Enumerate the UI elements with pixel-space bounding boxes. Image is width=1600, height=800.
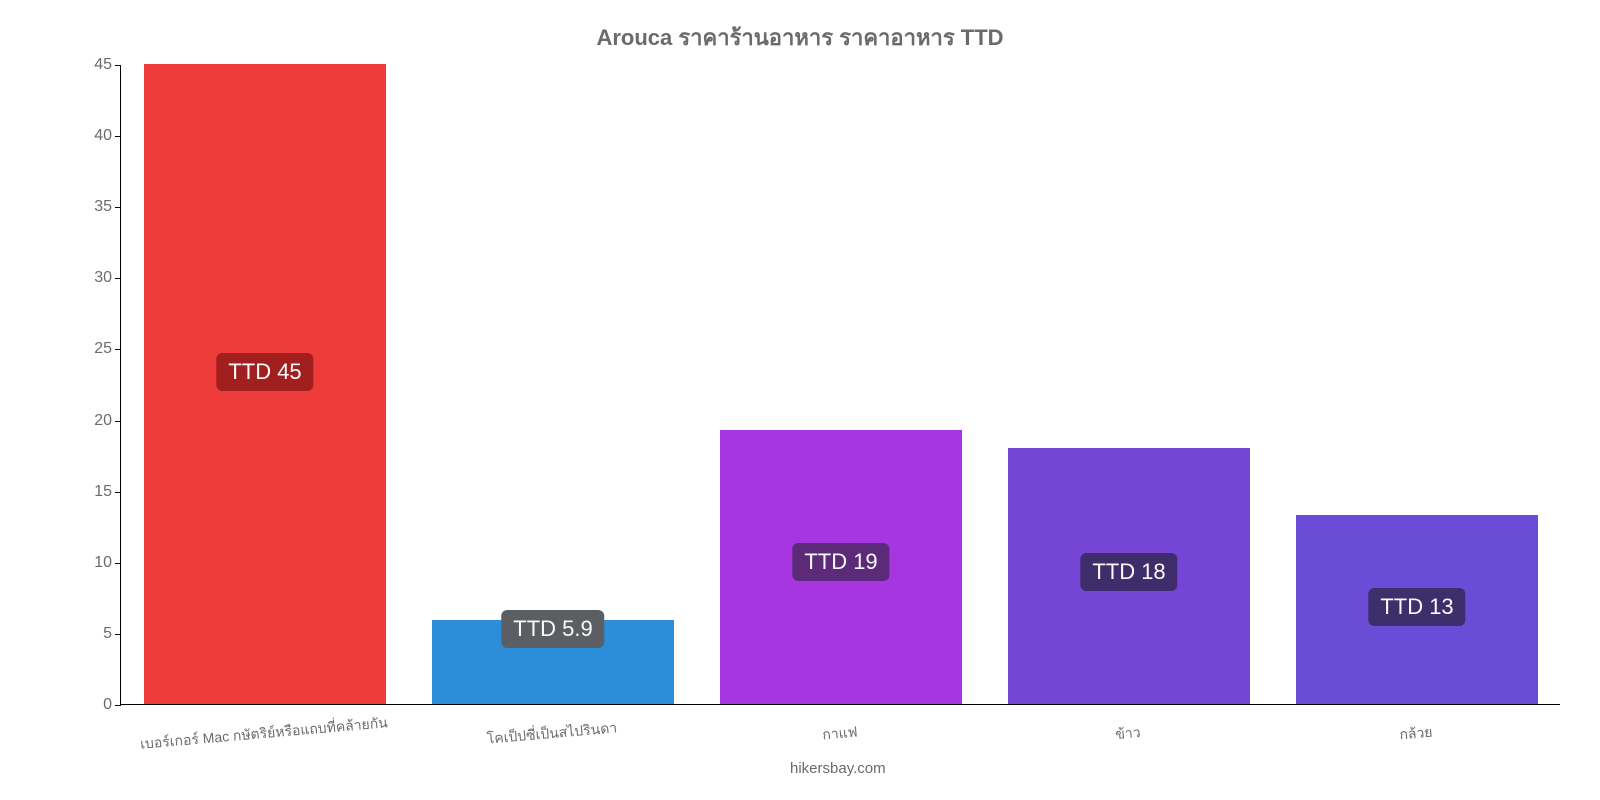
ytick-label: 5 [0, 625, 112, 643]
plot-area: TTD 45 TTD 5.9 TTD 19 TTD 18 TTD 13 [120, 65, 1560, 705]
ytick-label: 35 [0, 198, 112, 216]
chart-title: Arouca ราคาร้านอาหาร ราคาอาหาร TTD [0, 20, 1600, 55]
xtick-label: ข้าว [1114, 722, 1141, 746]
ytick-mark [115, 278, 121, 279]
ytick-label: 15 [0, 483, 112, 501]
ytick-label: 20 [0, 412, 112, 430]
ytick-label: 10 [0, 554, 112, 572]
ytick-label: 0 [0, 696, 112, 714]
ytick-mark [115, 349, 121, 350]
bar-value-label: TTD 18 [1080, 553, 1177, 591]
ytick-label: 40 [0, 127, 112, 145]
chart-container: Arouca ราคาร้านอาหาร ราคาอาหาร TTD TTD 4… [0, 0, 1600, 800]
xtick-label: กล้วย [1399, 722, 1434, 747]
ytick-mark [115, 492, 121, 493]
bar-value-label: TTD 5.9 [501, 610, 604, 648]
xtick-label: โคเป็ปซี่เป็นสไปรินดา [486, 717, 618, 750]
bar-value-label: TTD 13 [1368, 588, 1465, 626]
bar-value-label: TTD 45 [216, 353, 313, 391]
ytick-label: 30 [0, 269, 112, 287]
ytick-mark [115, 634, 121, 635]
bar-value-label: TTD 19 [792, 543, 889, 581]
ytick-mark [115, 207, 121, 208]
ytick-mark [115, 421, 121, 422]
attribution: hikersbay.com [790, 760, 886, 777]
ytick-label: 45 [0, 56, 112, 74]
ytick-mark [115, 65, 121, 66]
ytick-label: 25 [0, 340, 112, 358]
xtick-label: เบอร์เกอร์ Mac กษัตริย์หรือแถบที่คล้ายกั… [139, 712, 388, 756]
xtick-label: กาแฟ [821, 722, 858, 747]
ytick-mark [115, 705, 121, 706]
ytick-mark [115, 136, 121, 137]
ytick-mark [115, 563, 121, 564]
